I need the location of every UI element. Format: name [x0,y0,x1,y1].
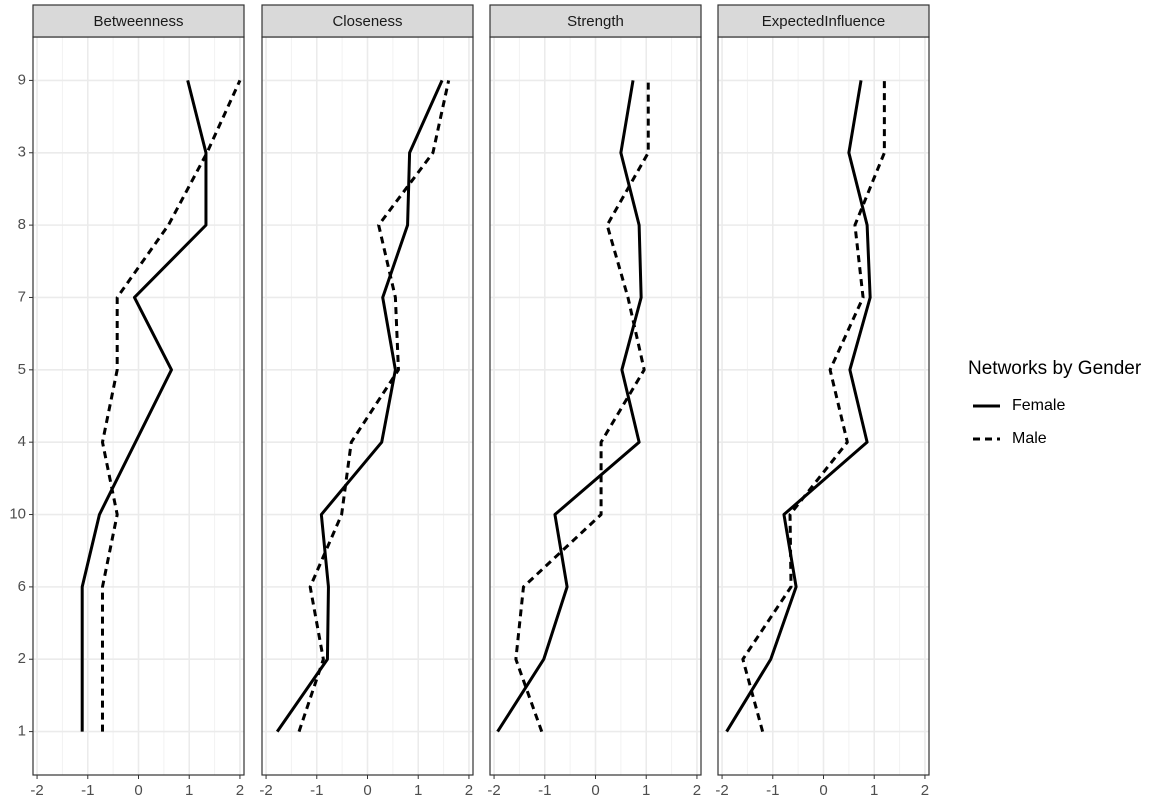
x-tick-label: -1 [538,782,551,799]
x-tick-label: 1 [185,782,193,799]
y-tick-label: 5 [18,361,26,378]
strip [32,4,245,38]
x-tick-label: 0 [363,782,371,799]
x-tick-label: 0 [134,782,142,799]
strip-label: Strength [567,13,624,30]
strip-label: Betweenness [93,13,183,30]
data-line [100,79,242,732]
strip [261,4,474,38]
legend-label: Female [1012,397,1065,414]
x-tick-label: 2 [921,782,929,799]
x-tick-label: -1 [81,782,94,799]
data-line [80,80,208,732]
y-tick-label: 8 [18,216,26,233]
x-tick-label: -2 [487,782,500,799]
x-tick-label: 2 [693,782,701,799]
x-tick-label: 0 [591,782,599,799]
y-tick-label: 3 [18,144,26,161]
y-tick-label: 1 [18,723,26,740]
data-line [725,80,872,733]
y-tick-label: 10 [9,505,26,522]
legend-label: Male [1012,430,1047,447]
y-tick-label: 6 [18,578,26,595]
x-tick-label: 2 [236,782,244,799]
y-tick-label: 4 [18,433,26,450]
x-tick-label: 1 [870,782,878,799]
x-tick-label: -2 [259,782,272,799]
y-tick-label: 7 [18,288,26,305]
legend-title: Networks by Gender [968,358,1142,379]
x-tick-label: -2 [715,782,728,799]
x-tick-label: 1 [414,782,422,799]
x-tick-label: 0 [819,782,827,799]
data-line [496,80,643,733]
x-tick-label: -2 [30,782,43,799]
x-tick-label: 2 [465,782,473,799]
x-tick-label: -1 [310,782,323,799]
strip [717,4,930,38]
data-line [275,79,444,733]
y-tick-label: 2 [18,650,26,667]
data-line [514,80,650,733]
strip-label: ExpectedInfluence [762,13,885,30]
data-line [297,80,451,733]
strip [489,4,702,38]
data-line [741,80,886,732]
x-tick-label: -1 [766,782,779,799]
x-tick-label: 1 [642,782,650,799]
y-tick-label: 9 [18,71,26,88]
strip-label: Closeness [332,13,402,30]
